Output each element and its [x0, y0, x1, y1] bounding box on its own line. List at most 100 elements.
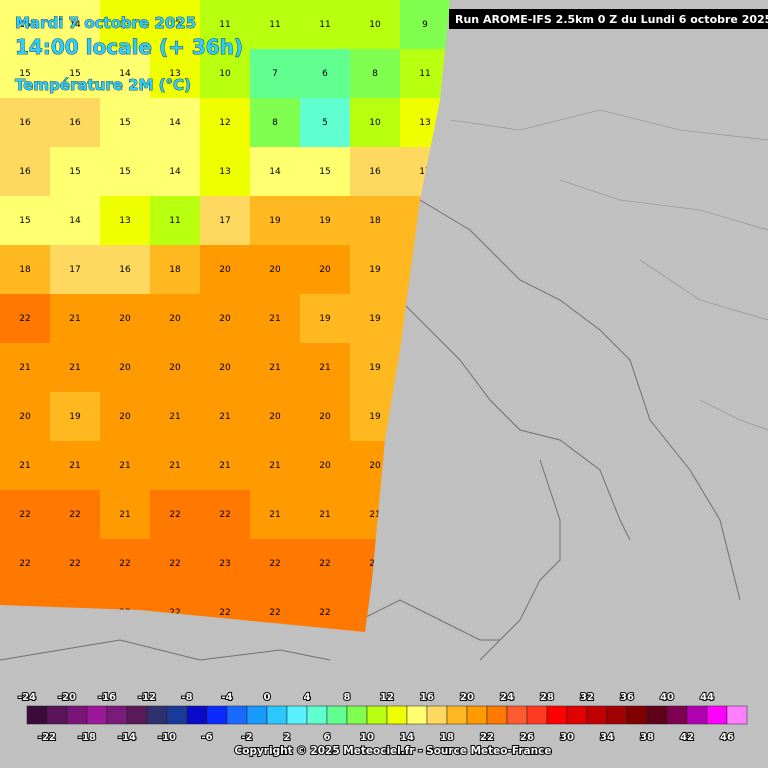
scale-swatch	[326, 705, 348, 725]
color-scale: -24-22-20-18-16-14-12-10-8-6-4-202468101…	[17, 691, 748, 744]
field-value: 21	[69, 461, 80, 471]
scale-swatch	[526, 705, 548, 725]
field-cell	[250, 294, 300, 343]
field-cell	[150, 294, 200, 343]
field-cell	[250, 147, 300, 196]
scale-label: 6	[324, 732, 331, 743]
field-value: 19	[69, 412, 81, 422]
field-value: 20	[319, 461, 331, 471]
scale-label: 36	[620, 692, 634, 703]
field-cell	[350, 196, 400, 245]
field-value: 21	[269, 314, 280, 324]
field-cell	[250, 539, 300, 588]
field-value: 16	[119, 265, 131, 275]
field-value: 8	[372, 69, 378, 79]
field-value: 12	[169, 20, 180, 30]
field-cell	[300, 343, 350, 392]
scale-label: -24	[18, 692, 36, 703]
field-cell	[50, 539, 100, 588]
field-cell	[300, 49, 350, 98]
field-value: 20	[169, 314, 181, 324]
field-cell	[150, 0, 200, 49]
field-cell	[50, 196, 100, 245]
field-value: 19	[319, 216, 331, 226]
scale-swatch	[226, 705, 248, 725]
field-cell	[0, 392, 50, 441]
scale-swatch	[106, 705, 128, 725]
field-cell	[300, 294, 350, 343]
field-cell	[0, 343, 50, 392]
field-cell	[300, 196, 350, 245]
field-cell	[300, 539, 350, 588]
field-value: 14	[169, 118, 181, 128]
scale-label: 32	[580, 692, 594, 703]
field-cell	[150, 196, 200, 245]
field-value: 17	[69, 265, 80, 275]
field-cell	[150, 49, 200, 98]
field-value: 22	[69, 559, 80, 569]
field-cell	[300, 0, 350, 49]
field-cell	[50, 245, 100, 294]
field-cell	[50, 98, 100, 147]
scale-swatch	[66, 705, 88, 725]
scale-label: 18	[440, 732, 454, 743]
field-value: 13	[419, 118, 430, 128]
scale-label: 2	[284, 732, 291, 743]
field-value: 11	[219, 20, 230, 30]
variable: Température 2M (°C)	[15, 76, 191, 94]
field-value: 19	[369, 412, 381, 422]
scale-label: 44	[700, 692, 714, 703]
field-cell	[100, 490, 150, 539]
field-value: 22	[219, 510, 230, 520]
field-cell	[250, 245, 300, 294]
field-cell	[100, 392, 150, 441]
scale-label: 34	[600, 732, 614, 743]
scale-label: 26	[520, 732, 534, 743]
field-value: 18	[369, 216, 381, 226]
field-cell	[0, 49, 50, 98]
field-cell	[0, 0, 50, 49]
scale-label: 24	[500, 692, 514, 703]
scale-label: -14	[118, 732, 136, 743]
scale-label: -20	[58, 692, 76, 703]
scale-swatch	[286, 705, 308, 725]
scale-label: -6	[201, 732, 212, 743]
field-value: 21	[69, 363, 80, 373]
field-cell	[300, 98, 350, 147]
field-value: 22	[19, 314, 30, 324]
field-value: 21	[269, 461, 280, 471]
field-cell	[100, 49, 150, 98]
field-cell	[300, 392, 350, 441]
field-cell	[0, 196, 50, 245]
field-cell	[100, 98, 150, 147]
field-cell	[100, 0, 150, 49]
field-cell	[300, 588, 350, 632]
field-value: 11	[319, 20, 330, 30]
field-value: 13	[169, 69, 180, 79]
scale-swatch	[646, 705, 668, 725]
time: 14:00 locale (+ 36h)	[15, 35, 243, 59]
field-cell	[50, 343, 100, 392]
field-value: 13	[119, 20, 130, 30]
borders	[449, 109, 768, 431]
field-value: 21	[119, 510, 130, 520]
scale-label: -22	[38, 732, 56, 743]
field-cell	[350, 0, 400, 49]
scale-label: 30	[560, 732, 574, 743]
field-value: 22	[169, 559, 180, 569]
scale-label: 0	[264, 692, 271, 703]
field-value: 20	[119, 363, 131, 373]
field-value: 19	[369, 265, 381, 275]
field-value: 11	[169, 216, 180, 226]
scale-swatch	[706, 705, 728, 725]
field-cell	[100, 147, 150, 196]
scale-swatch	[666, 705, 688, 725]
field-cell	[50, 0, 100, 49]
scale-swatch	[606, 705, 628, 725]
field-cell	[200, 539, 250, 588]
scale-swatch	[446, 705, 468, 725]
run-info: Run AROME-IFS 2.5km 0 Z du Lundi 6 octob…	[455, 13, 768, 26]
scale-swatch	[206, 705, 228, 725]
field-cell	[150, 441, 200, 490]
field-value: 15	[69, 167, 80, 177]
